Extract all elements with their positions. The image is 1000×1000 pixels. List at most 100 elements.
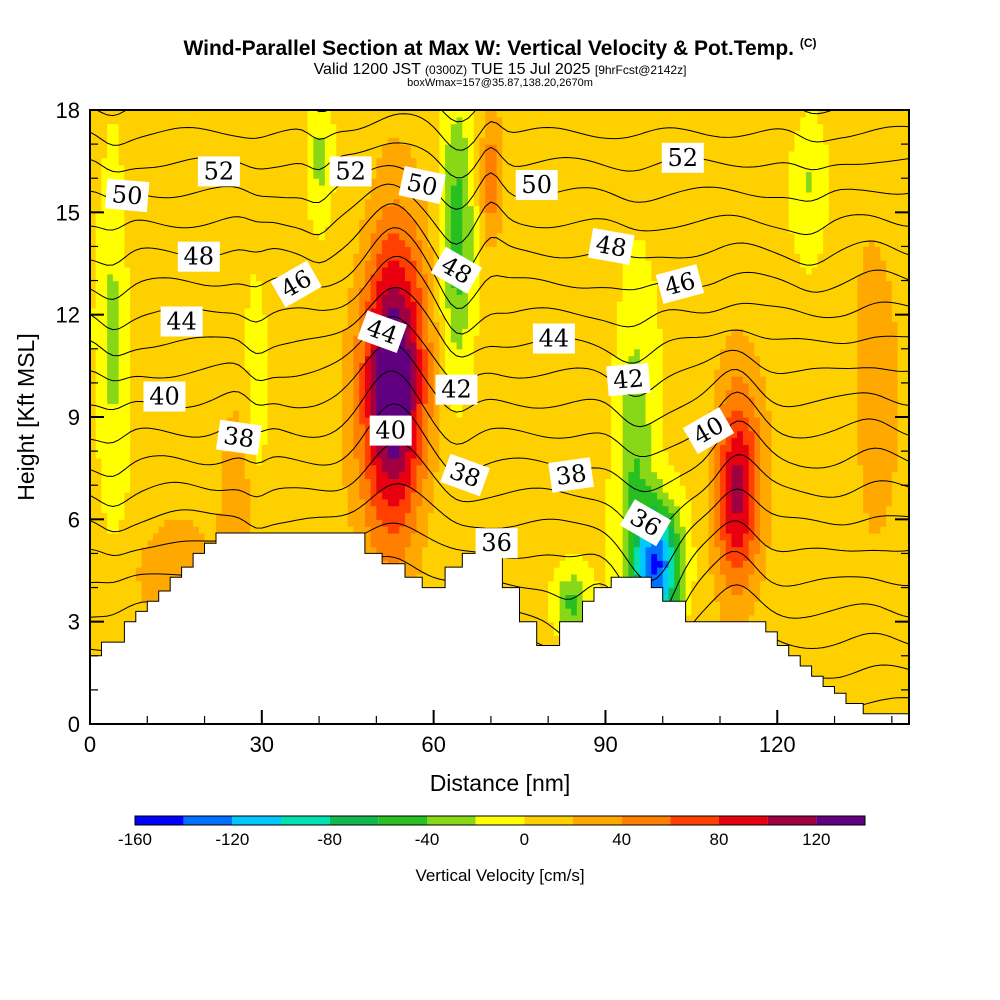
chart-title-text: Wind-Parallel Section at Max W: Vertical… <box>183 37 794 60</box>
contour-label: 38 <box>548 457 594 493</box>
w-field-cell <box>95 212 103 459</box>
w-field-cell <box>742 110 750 336</box>
w-field-cell <box>657 567 664 589</box>
w-field-cell <box>112 403 120 534</box>
w-field-cell <box>588 110 595 568</box>
theta-contour-line <box>90 286 909 364</box>
w-field-cell <box>742 587 750 630</box>
w-field-cell <box>393 260 400 288</box>
w-field-cell <box>714 369 721 439</box>
w-field-cell <box>863 110 870 248</box>
w-field-cell <box>450 287 458 343</box>
w-field-cell <box>725 587 733 630</box>
box-info: boxWmax=157@35.87,138.20,2670m <box>407 77 593 89</box>
contour-label: 48 <box>430 246 483 294</box>
w-field-cell <box>788 110 796 152</box>
w-field-cell <box>112 280 120 404</box>
w-field-cell <box>387 307 395 459</box>
w-field-cell <box>662 539 670 561</box>
w-field-cell <box>668 498 675 514</box>
w-field-cell <box>382 444 389 473</box>
w-field-cell <box>628 471 635 602</box>
w-field-cell <box>657 560 664 568</box>
w-field-cell <box>279 110 286 724</box>
contour-label-bg <box>430 246 483 294</box>
w-field-cell <box>410 410 418 459</box>
contour-label: 48 <box>177 241 220 272</box>
w-field-cell <box>393 198 400 234</box>
w-field-cell <box>399 321 406 445</box>
w-field-cell <box>565 594 572 609</box>
w-field-cell <box>697 110 704 724</box>
x-axis-label: Distance [nm] <box>430 770 571 796</box>
w-field-cell <box>376 457 383 493</box>
w-field-cell <box>410 492 418 534</box>
w-field-cell <box>313 110 320 138</box>
valid-time-line: Valid 1200 JST (0300Z) TUE 15 Jul 2025 [… <box>0 61 1000 79</box>
w-field-cell <box>410 110 418 159</box>
w-field-cell <box>634 546 641 575</box>
w-field-cell <box>422 478 429 548</box>
w-field-cell <box>90 348 97 724</box>
theta-contour-line <box>90 315 909 397</box>
contour-label: 44 <box>532 323 575 354</box>
w-field-cell <box>725 335 733 391</box>
contour-label-bg <box>177 241 220 272</box>
contour-label: 40 <box>369 415 412 446</box>
w-field-cell <box>393 457 400 479</box>
w-field-cell <box>651 110 658 282</box>
w-field-cell <box>153 110 160 534</box>
contour-label: 40 <box>143 381 186 412</box>
w-field-cell <box>376 110 383 159</box>
colorbar-frame <box>134 815 866 826</box>
w-field-cell <box>456 116 463 179</box>
w-field-cell <box>118 519 125 724</box>
forecast-info: [9hrFcst@2142z] <box>594 63 687 77</box>
contour-label-text: 44 <box>539 325 570 353</box>
w-field-cell <box>445 376 452 724</box>
w-field-cell <box>645 546 652 589</box>
theta-contour-line <box>90 255 909 335</box>
w-field-cell <box>674 505 681 534</box>
w-field-cell <box>714 437 721 548</box>
w-field-cell <box>387 505 395 534</box>
w-field-cell <box>210 110 217 541</box>
y-tick-label: 3 <box>68 610 80 635</box>
copyright-mark: (C) <box>799 36 817 50</box>
w-field-cell <box>393 137 400 200</box>
w-field-cell <box>450 110 458 125</box>
theta-contour-line <box>90 164 909 210</box>
w-field-cell <box>886 110 893 282</box>
contour-label-bg <box>160 306 203 337</box>
w-field-cell <box>399 498 406 527</box>
w-field-cell <box>645 260 652 425</box>
w-field-cell <box>319 239 326 724</box>
w-field-cell <box>628 239 635 357</box>
w-field-cell <box>445 110 452 145</box>
w-field-cell <box>393 478 400 507</box>
w-field-cell <box>313 137 320 179</box>
w-field-cell <box>427 246 435 343</box>
y-tick-label: 0 <box>68 712 80 737</box>
w-field-cell <box>645 423 652 486</box>
contour-label-text: 52 <box>204 157 235 185</box>
w-field-cell <box>376 348 383 425</box>
w-field-cell <box>410 341 418 411</box>
w-field-cell <box>679 526 687 602</box>
contour-label-text: 50 <box>111 180 144 211</box>
w-field-cell <box>737 110 744 329</box>
w-field-cell <box>760 110 767 377</box>
w-field-cell <box>874 532 881 724</box>
w-field-cell <box>565 553 572 582</box>
w-field-cell <box>450 185 458 288</box>
theta-contour-line <box>90 403 909 493</box>
w-field-cell <box>204 110 211 541</box>
contour-label: 48 <box>587 227 635 265</box>
y-tick-label: 6 <box>68 507 80 532</box>
w-field-cell <box>531 110 538 724</box>
w-field-cell <box>742 560 750 589</box>
w-field-cell <box>107 532 114 724</box>
w-field-cell <box>513 110 521 724</box>
contour-label-text: 48 <box>594 230 629 263</box>
valid-prefix: Valid 1200 JST <box>313 61 421 78</box>
